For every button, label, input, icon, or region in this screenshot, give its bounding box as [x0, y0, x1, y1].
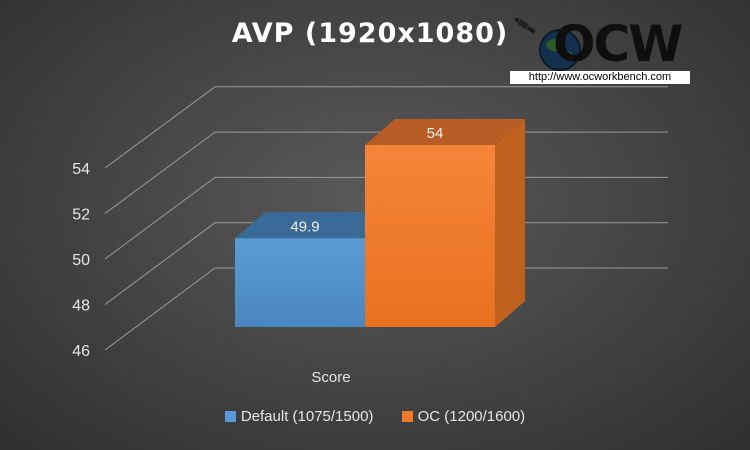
x-category-label: Score [311, 369, 350, 386]
bar-oc [365, 119, 525, 327]
legend-swatch-oc [401, 411, 413, 422]
gridline-diagonal [104, 131, 216, 214]
gridline-diagonal [104, 267, 216, 351]
legend-label-default: Default (1075/1500) [240, 408, 374, 425]
bars [235, 119, 525, 327]
y-tick-label: 54 [72, 161, 90, 178]
legend-item-oc: OC (1200/1600) [401, 408, 526, 425]
watermark-url: http://www.ocworkbench.com [510, 71, 690, 84]
bar-front-face [235, 238, 365, 327]
legend-label-oc: OC (1200/1600) [417, 408, 526, 425]
logo-wordmark: OCW [553, 15, 683, 73]
y-tick-label: 52 [72, 207, 90, 224]
bar-top-face [365, 119, 525, 145]
data-labels: 49.9 54 [290, 125, 443, 235]
globe-icon [510, 14, 581, 71]
y-tick-label: 50 [72, 252, 90, 269]
ocw-logo: OCW [510, 14, 685, 88]
y-axis-ticks: 46 48 50 52 54 [72, 161, 90, 360]
gridline-diagonal [104, 222, 216, 305]
gridline-diagonal [104, 86, 216, 169]
bar-side-face [495, 119, 525, 327]
gridline-diagonal [104, 176, 216, 260]
chart-title: AVP (1920x1080) [231, 18, 509, 49]
y-tick-label: 48 [72, 298, 90, 315]
legend-item-default: Default (1075/1500) [224, 408, 374, 425]
x-axis-categories: Score [311, 369, 350, 386]
data-label: 49.9 [290, 218, 319, 235]
legend: Default (1075/1500) OC (1200/1600) [0, 408, 750, 425]
data-label: 54 [427, 125, 444, 142]
bar-front-face [365, 145, 495, 327]
bar-top-face [235, 212, 395, 239]
legend-swatch-default [224, 411, 236, 422]
y-tick-label: 46 [72, 343, 90, 360]
